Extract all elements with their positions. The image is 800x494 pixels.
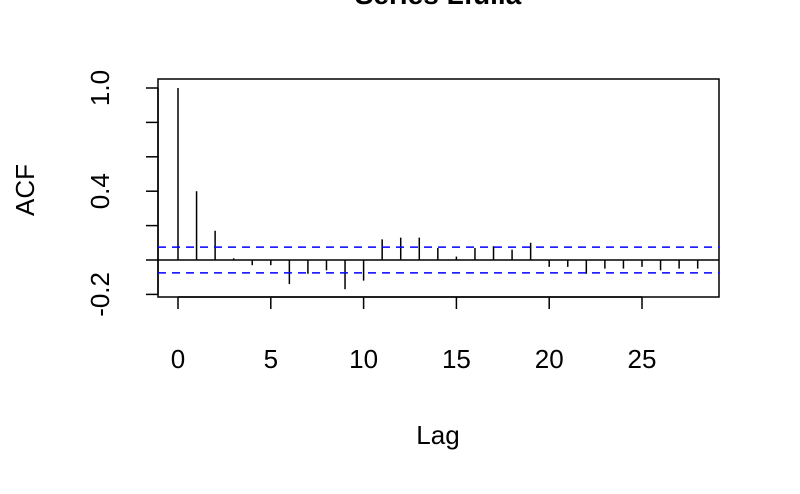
plot-frame: [157, 78, 720, 298]
y-axis-label: ACF: [10, 164, 40, 216]
x-tick-label: 15: [442, 344, 471, 374]
y-tick-label: -0.2: [85, 272, 115, 317]
chart-title: Series Lfulla: [355, 0, 522, 10]
acf-series: [177, 88, 699, 290]
confidence-bounds: [158, 246, 719, 274]
x-axis-label: Lag: [416, 420, 459, 450]
x-tick-label: 10: [349, 344, 378, 374]
x-tick-label: 0: [171, 344, 185, 374]
x-tick-label: 25: [628, 344, 657, 374]
x-tick-label: 5: [264, 344, 278, 374]
y-tick-label: 0.4: [85, 173, 115, 209]
y-axis: -0.2 0.4 1.0: [85, 70, 159, 317]
y-tick-label: 1.0: [85, 70, 115, 106]
x-tick-label: 20: [535, 344, 564, 374]
x-axis: 0 5 10 15 20 25: [171, 296, 657, 374]
